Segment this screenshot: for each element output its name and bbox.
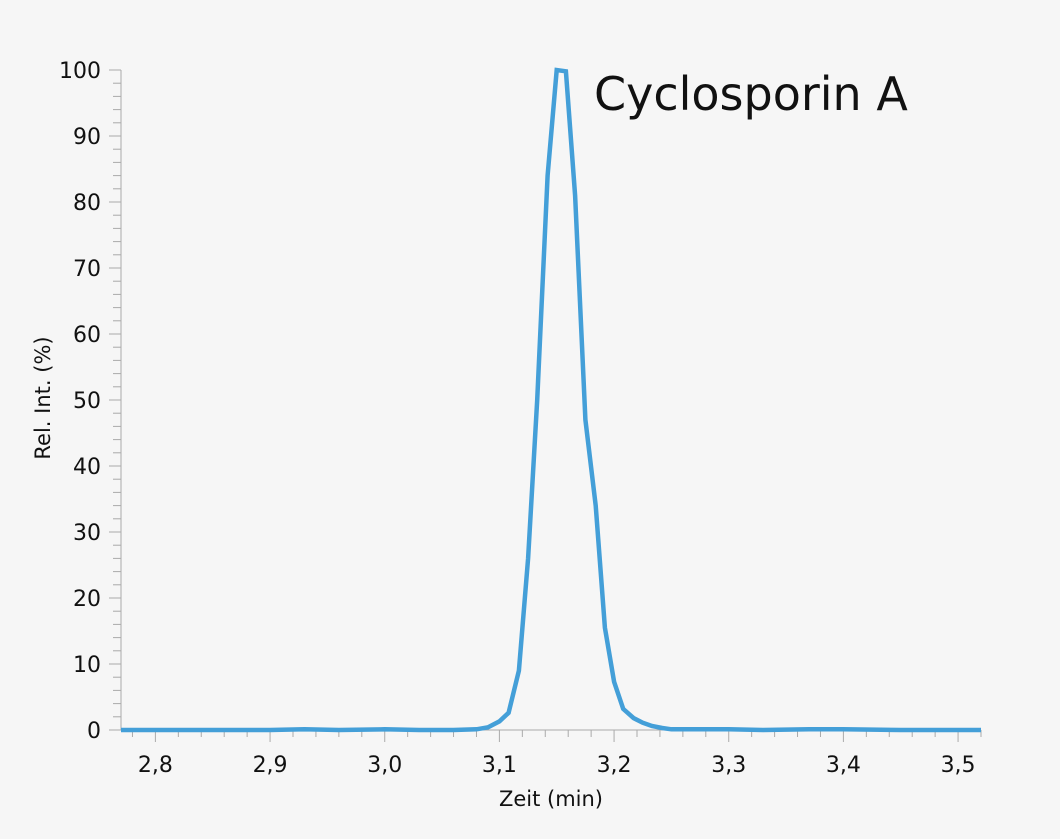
x-tick-label: 3,2 (597, 753, 632, 778)
x-axis-title: Zeit (min) (499, 787, 603, 811)
y-tick-label: 20 (73, 587, 101, 612)
y-tick-label: 80 (73, 191, 101, 216)
y-tick-label: 40 (73, 455, 101, 480)
x-tick-label: 2,8 (138, 753, 173, 778)
y-tick-label: 30 (73, 521, 101, 546)
y-tick-label: 0 (87, 719, 101, 744)
plot-series (121, 67, 981, 733)
y-axis-title: Rel. Int. (%) (31, 336, 55, 459)
y-tick-label: 50 (73, 389, 101, 414)
y-tick-label: 90 (73, 125, 101, 150)
x-tick-label: 3,3 (711, 753, 746, 778)
y-tick-label: 100 (59, 59, 101, 84)
y-tick-label: 10 (73, 653, 101, 678)
x-tick-label: 2,9 (253, 753, 288, 778)
series-line (121, 67, 981, 733)
x-axis: 2,8 2,9 3,0 3,1 3,2 3,3 3,4 3,5 (121, 729, 982, 778)
x-tick-label: 3,1 (482, 753, 517, 778)
y-tick-label: 60 (73, 323, 101, 348)
x-tick-label: 3,5 (941, 753, 976, 778)
chart-annotation: Cyclosporin A (594, 67, 908, 121)
y-tick-label: 70 (73, 257, 101, 282)
x-tick-label: 3,0 (367, 753, 402, 778)
x-tick-label: 3,4 (826, 753, 861, 778)
y-axis: 0 10 20 30 40 50 60 70 80 90 100 (59, 59, 122, 744)
